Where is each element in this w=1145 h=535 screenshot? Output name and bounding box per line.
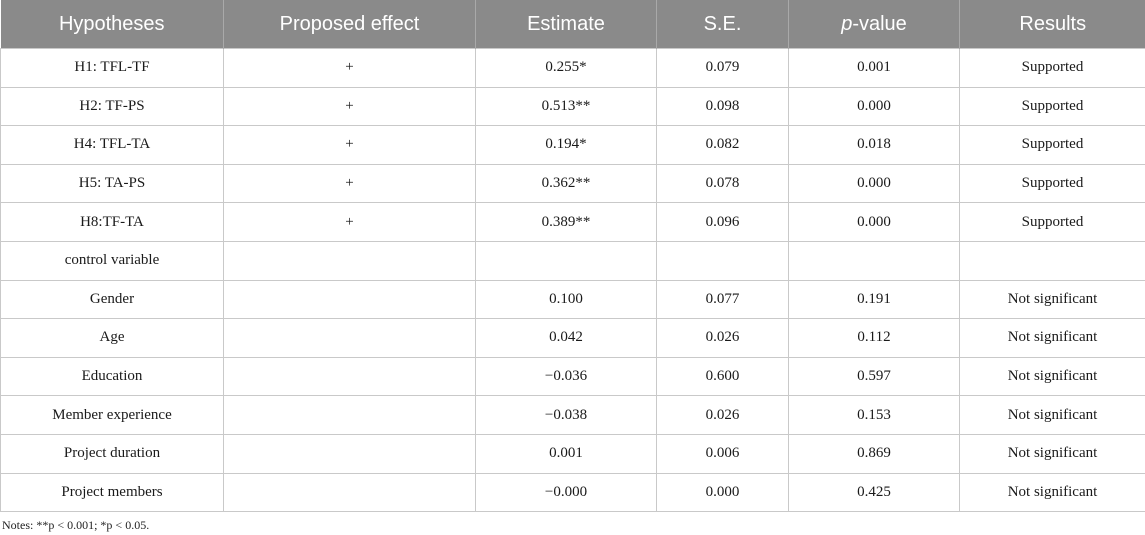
- header-results: Results: [959, 0, 1145, 49]
- result-cell: Not significant: [959, 472, 1145, 513]
- header-hypotheses: Hypotheses: [0, 0, 224, 49]
- result-cell: Supported: [959, 163, 1145, 204]
- estimate-cell: −0.036: [475, 356, 657, 397]
- result-cell: Not significant: [959, 318, 1145, 358]
- estimate-cell: 0.389**: [475, 202, 657, 242]
- se-cell: 0.026: [656, 318, 789, 358]
- table-row: Education −0.036 0.600 0.597 Not significant: [0, 356, 1145, 397]
- table-row: H8:TF-TA +0.389** 0.096 0.000 Supported: [0, 202, 1145, 242]
- p-value-cell: 0.597: [788, 356, 960, 397]
- p-value-cell: 0.000: [788, 86, 960, 127]
- result-cell: Not significant: [959, 356, 1145, 397]
- estimate-cell: 0.194*: [475, 125, 657, 165]
- estimate-cell: 0.001: [475, 433, 657, 474]
- header-proposed-effect: Proposed effect: [223, 0, 476, 49]
- header-p-value: p-value: [788, 0, 960, 49]
- p-value-cell: 0.425: [788, 472, 960, 513]
- result-cell: [959, 240, 1145, 281]
- se-cell: 0.082: [656, 125, 789, 165]
- se-cell: 0.006: [656, 433, 789, 474]
- proposed-effect-cell: [223, 433, 476, 474]
- hypothesis-cell: H2: TF-PS: [0, 86, 224, 127]
- se-cell: 0.077: [656, 279, 789, 320]
- se-cell: 0.096: [656, 202, 789, 242]
- p-value-cell: 0.153: [788, 395, 960, 435]
- se-cell: 0.000: [656, 472, 789, 513]
- estimate-cell: −0.000: [475, 472, 657, 513]
- p-value-cell: 0.112: [788, 318, 960, 358]
- estimate-cell: 0.255*: [475, 48, 657, 88]
- p-value-cell: 0.000: [788, 163, 960, 204]
- estimate-cell: 0.513**: [475, 86, 657, 127]
- proposed-effect-cell: [223, 279, 476, 320]
- hypothesis-cell: Age: [0, 318, 224, 358]
- p-value-cell: 0.191: [788, 279, 960, 320]
- table-row: H1: TFL-TF +0.255* 0.079 0.001 Supported: [0, 48, 1145, 88]
- table-notes: Notes: **p < 0.001; *p < 0.05.: [2, 518, 150, 532]
- p-value-cell: 0.000: [788, 202, 960, 242]
- header-estimate: Estimate: [475, 0, 657, 49]
- proposed-effect-cell: [223, 472, 476, 513]
- table-row: control variable: [0, 240, 1145, 281]
- proposed-effect-cell: +: [223, 125, 476, 165]
- proposed-effect-cell: [223, 356, 476, 397]
- result-cell: Supported: [959, 125, 1145, 165]
- p-value-cell: 0.001: [788, 48, 960, 88]
- header-row: Hypotheses Proposed effect Estimate S.E.…: [0, 0, 1145, 49]
- estimate-cell: 0.042: [475, 318, 657, 358]
- proposed-effect-cell: +: [223, 48, 476, 88]
- se-cell: 0.026: [656, 395, 789, 435]
- p-value-cell: 0.869: [788, 433, 960, 474]
- se-cell: 0.079: [656, 48, 789, 88]
- table-row: Project members −0.000 0.000 0.425 Not signi…: [0, 472, 1145, 513]
- estimate-cell: 0.100: [475, 279, 657, 320]
- hypothesis-cell: H4: TFL-TA: [0, 125, 224, 165]
- table-row: Age 0.042 0.026 0.112 Not significant: [0, 318, 1145, 358]
- hypothesis-cell: Project members: [0, 472, 224, 513]
- table-row: H5: TA-PS +0.362** 0.078 0.000 Supported: [0, 163, 1145, 204]
- proposed-effect-cell: +: [223, 86, 476, 127]
- proposed-effect-cell: [223, 318, 476, 358]
- result-cell: Supported: [959, 86, 1145, 127]
- se-cell: [656, 240, 789, 281]
- hypothesis-cell: Member experience: [0, 395, 224, 435]
- se-cell: 0.078: [656, 163, 789, 204]
- table-row: Gender 0.100 0.077 0.191 Not significant: [0, 279, 1145, 320]
- hypothesis-cell: Gender: [0, 279, 224, 320]
- table-row: Member experience −0.038 0.026 0.153 Not sig…: [0, 395, 1145, 435]
- table-row: Project duration 0.001 0.006 0.869 Not signi…: [0, 433, 1145, 474]
- proposed-effect-cell: [223, 395, 476, 435]
- results-table: Hypotheses Proposed effect Estimate S.E.…: [0, 0, 1145, 513]
- estimate-cell: [475, 240, 657, 281]
- table-body: H1: TFL-TF +0.255* 0.079 0.001 Supported H2: …: [0, 48, 1145, 513]
- p-value-cell: 0.018: [788, 125, 960, 165]
- hypothesis-cell: Education: [0, 356, 224, 397]
- se-cell: 0.600: [656, 356, 789, 397]
- result-cell: Not significant: [959, 395, 1145, 435]
- result-cell: Not significant: [959, 279, 1145, 320]
- hypothesis-cell: H1: TFL-TF: [0, 48, 224, 88]
- proposed-effect-cell: +: [223, 163, 476, 204]
- table-row: H4: TFL-TA +0.194* 0.082 0.018 Supported: [0, 125, 1145, 165]
- hypothesis-cell: control variable: [0, 240, 224, 281]
- result-cell: Supported: [959, 48, 1145, 88]
- hypothesis-cell: H8:TF-TA: [0, 202, 224, 242]
- proposed-effect-cell: +: [223, 202, 476, 242]
- p-value-cell: [788, 240, 960, 281]
- result-cell: Not significant: [959, 433, 1145, 474]
- table-row: H2: TF-PS +0.513** 0.098 0.000 Supported: [0, 86, 1145, 127]
- hypothesis-cell: Project duration: [0, 433, 224, 474]
- se-cell: 0.098: [656, 86, 789, 127]
- header-se: S.E.: [656, 0, 789, 49]
- result-cell: Supported: [959, 202, 1145, 242]
- estimate-cell: −0.038: [475, 395, 657, 435]
- proposed-effect-cell: [223, 240, 476, 281]
- hypothesis-cell: H5: TA-PS: [0, 163, 224, 204]
- estimate-cell: 0.362**: [475, 163, 657, 204]
